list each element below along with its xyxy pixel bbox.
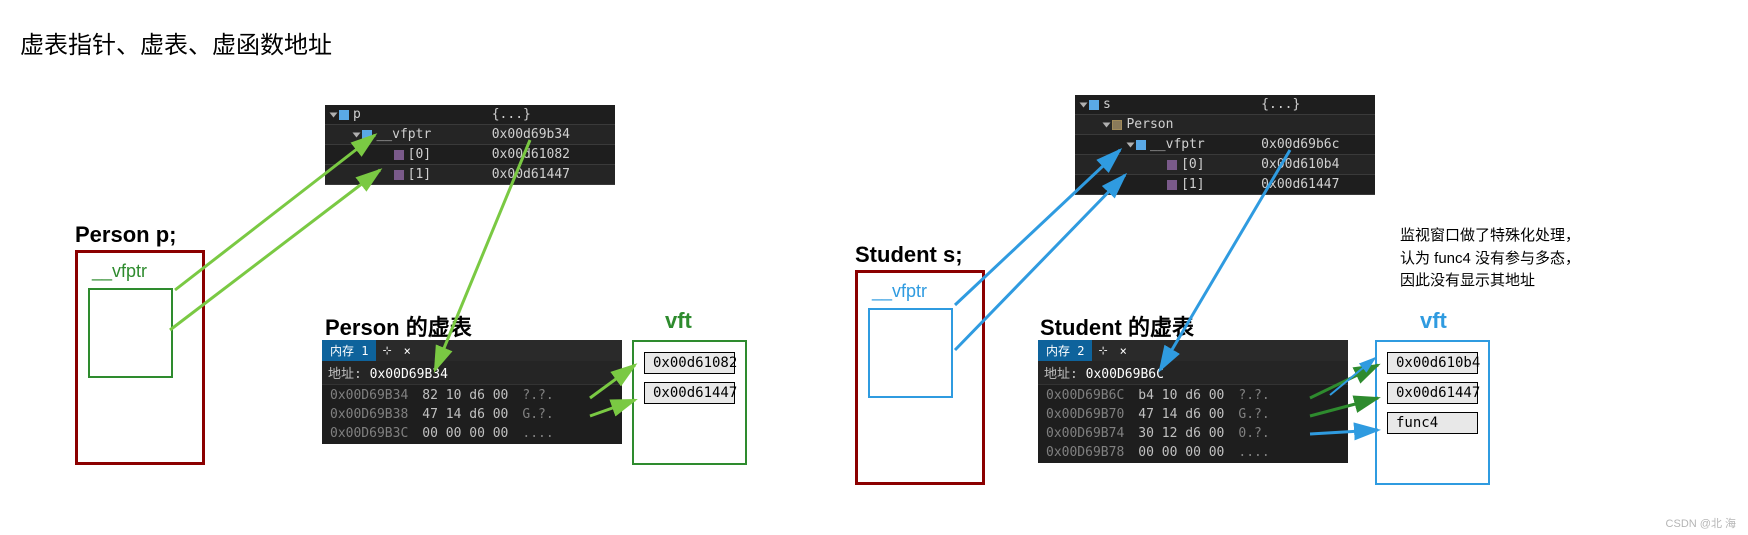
mem-row: 0x00D69B3847 14 d6 00G.?. <box>324 406 560 423</box>
person-inner-rect <box>88 288 173 378</box>
vft-person-box: 0x00d61082 0x00d61447 <box>632 340 747 465</box>
watch-row: __vfptr0x00d69b34 <box>325 125 615 145</box>
student-vtable-title: Student 的虚表 <box>1040 310 1194 342</box>
vfptr-label-student: __vfptr <box>872 281 976 302</box>
vft-item: 0x00d61447 <box>1387 382 1478 404</box>
student-box: __vfptr <box>855 270 985 485</box>
watch-row: [1]0x00d61447 <box>325 165 615 185</box>
watch-row: [1]0x00d61447 <box>1075 175 1375 195</box>
pin-icon[interactable]: ⊹ <box>1092 344 1113 357</box>
person-vtable-title: Person 的虚表 <box>325 310 472 342</box>
mem-tab-2[interactable]: 内存 2 <box>1038 340 1092 361</box>
note-l2: 认为 func4 没有参与多态， <box>1400 248 1580 271</box>
watch-row: [0]0x00d610b4 <box>1075 155 1375 175</box>
watch-person: p{...} __vfptr0x00d69b34 [0]0x00d61082 [… <box>325 105 615 185</box>
addr-label: 地址: <box>328 367 362 382</box>
watch-row: s{...} <box>1075 95 1375 115</box>
credit: CSDN @北 海 <box>1666 515 1736 531</box>
watch-row: [0]0x00d61082 <box>325 145 615 165</box>
mem-row: 0x00D69B3482 10 d6 00?.?. <box>324 387 560 404</box>
pin-icon[interactable]: ⊹ <box>376 344 397 357</box>
vft-item: 0x00d61082 <box>644 352 735 374</box>
mem-row: 0x00D69B6Cb4 10 d6 00?.?. <box>1040 387 1276 404</box>
note-l3: 因此没有显示其地址 <box>1400 270 1580 293</box>
vft-item: 0x00d61447 <box>644 382 735 404</box>
close-icon[interactable]: × <box>1114 344 1133 358</box>
addr-value: 0x00D69B34 <box>370 367 448 382</box>
vft-item: 0x00d610b4 <box>1387 352 1478 374</box>
person-vft-label: vft <box>665 308 692 334</box>
student-inner-rect <box>868 308 953 398</box>
student-vft-label: vft <box>1420 308 1447 334</box>
mem-row: 0x00D69B7800 00 00 00.... <box>1040 444 1276 461</box>
memwin-person: 内存 1 ⊹ × 地址: 0x00D69B34 0x00D69B3482 10 … <box>322 340 622 444</box>
note-text: 监视窗口做了特殊化处理， 认为 func4 没有参与多态， 因此没有显示其地址 <box>1400 225 1580 293</box>
watch-row: Person <box>1075 115 1375 135</box>
person-decl: Person p; <box>75 222 176 248</box>
mem-row: 0x00D69B7430 12 d6 000.?. <box>1040 425 1276 442</box>
watch-student: s{...} Person __vfptr0x00d69b6c [0]0x00d… <box>1075 95 1375 195</box>
close-icon[interactable]: × <box>398 344 417 358</box>
mem-row: 0x00D69B7047 14 d6 00G.?. <box>1040 406 1276 423</box>
note-l1: 监视窗口做了特殊化处理， <box>1400 225 1580 248</box>
student-decl: Student s; <box>855 242 963 268</box>
person-box: __vfptr <box>75 250 205 465</box>
mem-row: 0x00D69B3C00 00 00 00.... <box>324 425 560 442</box>
watch-row: p{...} <box>325 105 615 125</box>
addr-label: 地址: <box>1044 367 1078 382</box>
mem-tab-1[interactable]: 内存 1 <box>322 340 376 361</box>
vft-student-box: 0x00d610b4 0x00d61447 func4 <box>1375 340 1490 485</box>
vfptr-label-person: __vfptr <box>92 261 196 282</box>
addr-value: 0x00D69B6C <box>1086 367 1164 382</box>
watch-row: __vfptr0x00d69b6c <box>1075 135 1375 155</box>
vft-item: func4 <box>1387 412 1478 434</box>
memwin-student: 内存 2 ⊹ × 地址: 0x00D69B6C 0x00D69B6Cb4 10 … <box>1038 340 1348 463</box>
page-title: 虚表指针、虚表、虚函数地址 <box>20 25 332 60</box>
